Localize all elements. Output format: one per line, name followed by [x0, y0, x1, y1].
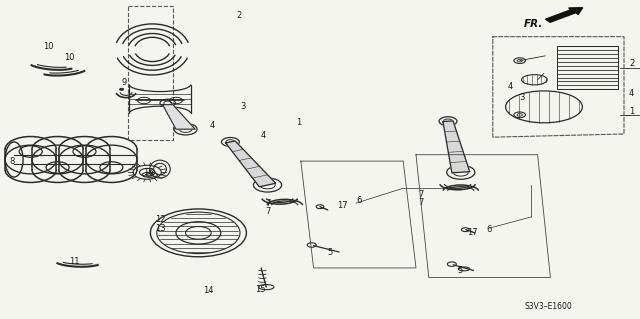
Text: 13: 13 — [156, 224, 166, 233]
Text: 2: 2 — [237, 11, 242, 20]
Text: 1: 1 — [296, 118, 301, 127]
Text: 10: 10 — [64, 53, 74, 62]
FancyArrow shape — [545, 8, 582, 22]
Text: 6: 6 — [356, 197, 362, 205]
Text: 4: 4 — [629, 89, 634, 98]
Polygon shape — [163, 105, 195, 129]
Text: 4: 4 — [508, 82, 513, 91]
Circle shape — [120, 88, 124, 90]
Text: 6: 6 — [486, 225, 492, 234]
Text: S3V3–E1600: S3V3–E1600 — [525, 302, 573, 311]
Text: 1: 1 — [629, 107, 634, 116]
Bar — [128, 6, 173, 140]
Text: 9: 9 — [122, 78, 127, 87]
Text: 11: 11 — [69, 257, 79, 266]
Text: 16: 16 — [143, 168, 154, 177]
Text: 7: 7 — [266, 199, 271, 208]
Text: 7: 7 — [266, 207, 271, 216]
Text: 7: 7 — [419, 198, 424, 207]
Text: 4: 4 — [210, 121, 215, 130]
Text: 14: 14 — [204, 286, 214, 295]
Text: 8: 8 — [9, 157, 14, 166]
Text: 7: 7 — [419, 190, 424, 199]
Text: 10: 10 — [44, 42, 54, 51]
Text: 15: 15 — [255, 285, 265, 294]
Text: 3: 3 — [520, 93, 525, 102]
Text: 5: 5 — [328, 248, 333, 256]
Text: 12: 12 — [156, 215, 166, 224]
Text: 17: 17 — [467, 228, 478, 237]
Text: 3: 3 — [240, 102, 245, 111]
Polygon shape — [226, 141, 276, 187]
Text: 2: 2 — [629, 59, 634, 68]
Polygon shape — [443, 121, 470, 173]
Text: FR.: FR. — [524, 19, 543, 29]
Text: 5: 5 — [458, 266, 463, 275]
Text: 4: 4 — [261, 131, 266, 140]
Bar — [557, 46, 618, 89]
Text: 17: 17 — [337, 201, 348, 210]
